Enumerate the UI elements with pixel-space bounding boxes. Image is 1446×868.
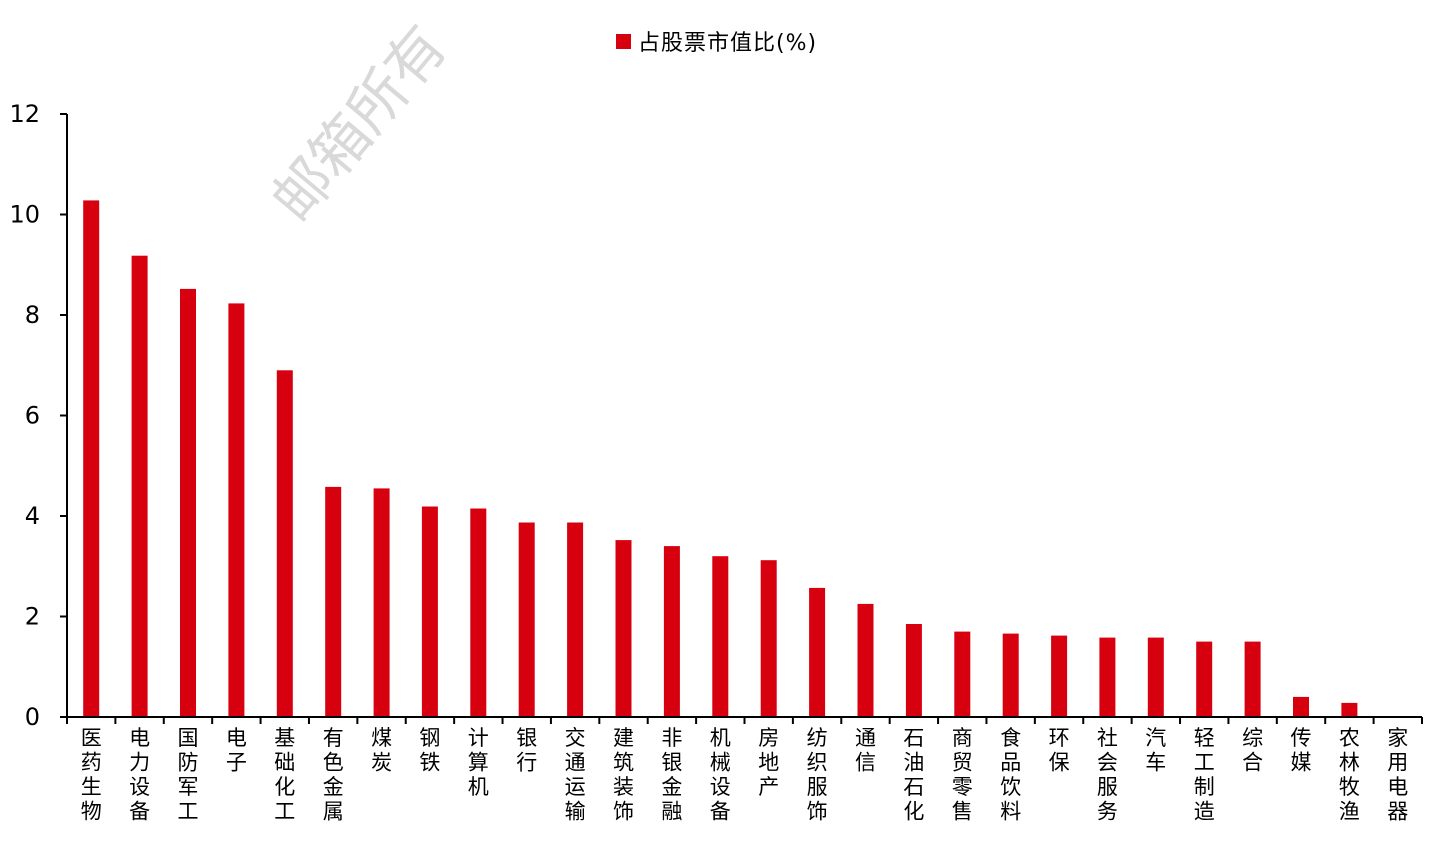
bar-23 xyxy=(1196,641,1213,717)
bar-15 xyxy=(809,587,826,717)
x-tick-label-21: 社会服务 xyxy=(1097,726,1118,824)
x-tick-label-23: 轻工制造 xyxy=(1194,726,1215,824)
x-tick-label-15: 纺织服饰 xyxy=(807,726,828,824)
legend-swatch xyxy=(616,33,631,49)
x-tick-label-14: 房地产 xyxy=(758,726,779,799)
bar-0 xyxy=(83,200,100,717)
x-tick-label-19: 食品饮料 xyxy=(1000,726,1021,824)
y-tick-label-1: 2 xyxy=(25,603,40,631)
bar-25 xyxy=(1293,696,1309,717)
x-tick-label-26: 农林牧渔 xyxy=(1339,726,1360,824)
bar-12 xyxy=(663,546,680,717)
bar-8 xyxy=(470,508,487,717)
x-tick-label-25: 传媒 xyxy=(1291,726,1312,775)
legend-label: 占股票市值比(%) xyxy=(638,31,818,56)
bar-2 xyxy=(180,288,196,717)
bars-group xyxy=(83,200,1358,717)
x-tick-label-12: 非银金融 xyxy=(661,726,682,824)
bar-13 xyxy=(712,556,729,717)
bar-7 xyxy=(421,506,438,717)
bar-1 xyxy=(131,255,148,717)
x-tick-label-24: 综合 xyxy=(1242,726,1263,775)
y-tick-label-2: 4 xyxy=(25,502,40,530)
bar-24 xyxy=(1244,641,1261,717)
x-tick-label-1: 电力设备 xyxy=(129,726,150,824)
y-tick-label-0: 0 xyxy=(25,703,40,731)
bar-26 xyxy=(1341,702,1358,717)
x-tick-label-16: 通信 xyxy=(855,726,876,775)
x-tick-label-22: 汽车 xyxy=(1145,726,1166,775)
x-tick-label-11: 建筑装饰 xyxy=(613,726,634,824)
bar-6 xyxy=(373,488,390,717)
bar-22 xyxy=(1147,637,1164,717)
x-tick-label-0: 医药生物 xyxy=(81,726,102,824)
x-tick-label-9: 银行 xyxy=(516,726,537,775)
x-tick-label-7: 钢铁 xyxy=(419,726,440,775)
y-tick-labels: 0 2 4 6 8 10 12 xyxy=(9,100,40,731)
x-tick-label-18: 商贸零售 xyxy=(952,726,973,824)
bar-17 xyxy=(905,624,922,717)
x-tick-label-2: 国防军工 xyxy=(178,726,199,824)
bar-20 xyxy=(1051,635,1068,717)
x-tick-label-10: 交通运输 xyxy=(565,726,586,824)
bar-5 xyxy=(325,486,342,717)
bar-11 xyxy=(615,540,632,717)
bar-21 xyxy=(1099,637,1116,717)
x-tick-label-13: 机械设备 xyxy=(710,726,731,824)
x-tick-label-5: 有色金属 xyxy=(323,726,344,824)
y-tick-label-3: 6 xyxy=(25,402,40,430)
x-tick-label-27: 家用电器 xyxy=(1387,726,1408,824)
legend: 占股票市值比(%) xyxy=(616,24,817,58)
bar-3 xyxy=(228,303,245,717)
x-tick-label-6: 煤炭 xyxy=(371,726,392,775)
y-tick-label-5: 10 xyxy=(9,201,40,229)
bar-14 xyxy=(760,560,777,717)
bar-9 xyxy=(518,522,535,717)
x-tick-label-20: 环保 xyxy=(1049,726,1070,775)
bar-19 xyxy=(1002,633,1019,717)
x-tick-label-17: 石油石化 xyxy=(903,726,924,824)
bar-4 xyxy=(276,370,293,717)
x-tick-label-8: 计算机 xyxy=(468,726,489,799)
x-tick-label-4: 基础化工 xyxy=(274,726,295,824)
x-tick-label-3: 电子 xyxy=(226,726,247,775)
y-tick-label-4: 8 xyxy=(25,301,40,329)
watermark-text: 邮箱所有 xyxy=(259,13,460,234)
bar-18 xyxy=(954,631,971,717)
y-tick-label-6: 12 xyxy=(9,100,40,128)
bar-10 xyxy=(567,522,584,717)
axes-group xyxy=(60,113,1423,724)
bar-16 xyxy=(857,603,874,717)
